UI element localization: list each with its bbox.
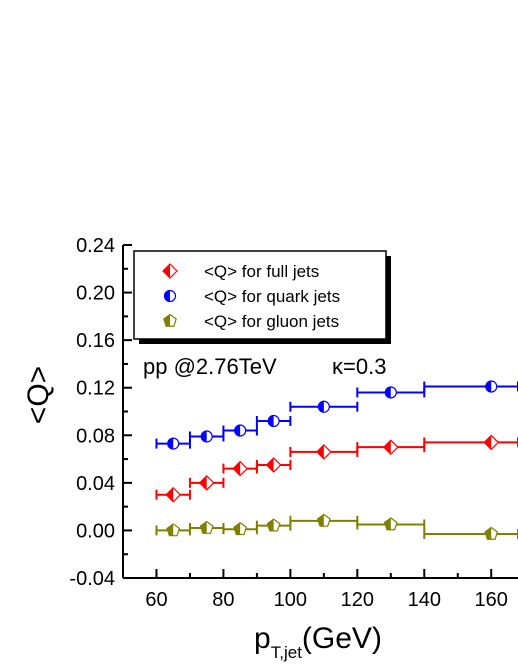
legend-marker — [163, 289, 177, 303]
error-bars — [155, 381, 518, 539]
data-point — [166, 523, 181, 537]
axes: -0.04 0.00 0.04 0.08 0.12 0.16 0.20 0.24 60 80 100… — [69, 235, 518, 611]
data-point — [232, 460, 249, 477]
data-point — [317, 400, 330, 413]
data-point — [382, 439, 399, 456]
x-tick-label: 60 — [145, 589, 167, 611]
data-point — [485, 380, 498, 393]
annotation-kappa: κ=0.3 — [332, 354, 386, 379]
legend-label: <Q> for gluon jets — [204, 312, 339, 331]
x-tick-label: 140 — [408, 589, 441, 611]
x-tick-label: 120 — [341, 589, 374, 611]
annotation-label: pp @2.76TeV — [143, 354, 277, 379]
legend-label: <Q> for quark jets — [204, 287, 340, 306]
data-point — [384, 386, 397, 399]
data-point — [483, 434, 500, 451]
y-tick-label: 0.04 — [76, 473, 115, 495]
data-point — [198, 475, 215, 491]
data-point — [233, 521, 248, 536]
data-point — [316, 513, 331, 527]
data-point — [484, 526, 499, 540]
legend-label: <Q> for full jets — [204, 262, 319, 281]
legend-marker — [163, 313, 177, 327]
data-point — [267, 414, 280, 428]
data-point — [315, 444, 332, 460]
legend: <Q> for full jets <Q> for quark jets <Q> f… — [133, 250, 391, 344]
x-axis-title: pT,jet(GeV) — [254, 622, 382, 662]
data-point — [265, 457, 282, 473]
y-tick-label: 0.00 — [76, 520, 115, 542]
y-tick-label: 0.24 — [76, 235, 115, 257]
data-point — [165, 486, 182, 503]
y-tick-label: -0.04 — [69, 568, 115, 590]
x-tick-label: 80 — [212, 589, 234, 611]
data-point — [266, 518, 281, 532]
x-tick-label: 160 — [475, 589, 508, 611]
y-tick-label: 0.08 — [76, 425, 115, 447]
svg-text:pT,jet(GeV): pT,jet(GeV) — [254, 622, 382, 662]
data-markers — [165, 380, 500, 540]
data-point — [234, 424, 247, 437]
y-tick-label: 0.12 — [76, 378, 115, 400]
data-point — [200, 430, 213, 443]
x-tick-label: 100 — [274, 589, 307, 611]
x-axis-title-sub: T,jet — [271, 643, 302, 662]
data-point — [383, 517, 398, 531]
y-axis-title: <Q> — [22, 366, 55, 424]
x-axis-title-unit: (GeV) — [302, 622, 382, 655]
data-point — [199, 520, 214, 534]
y-tick-label: 0.16 — [76, 330, 115, 352]
legend-marker — [162, 263, 178, 279]
data-point — [167, 437, 180, 450]
x-axis-title-main: p — [254, 622, 271, 655]
y-tick-label: 0.20 — [76, 283, 115, 305]
